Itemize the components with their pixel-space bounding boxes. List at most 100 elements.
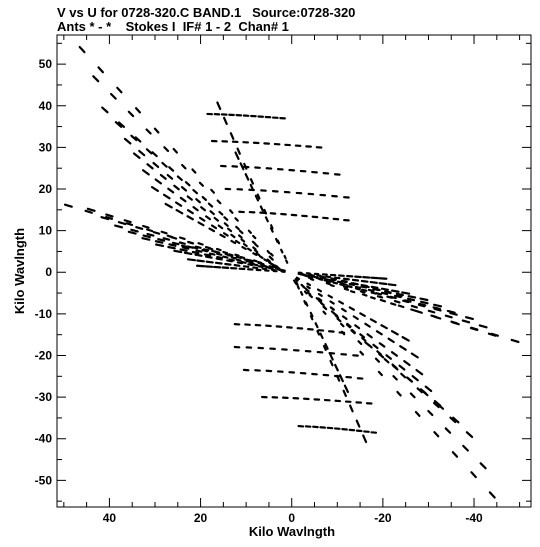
uv-point-s14 (142, 234, 151, 239)
uv-point-s20 (244, 173, 250, 181)
uv-point-s11 (415, 310, 423, 314)
uv-point-s20 (329, 353, 334, 361)
uv-point-s5 (138, 149, 146, 157)
uv-point-s3 (400, 372, 407, 379)
uv-point-s7 (141, 169, 150, 176)
uv-point-arc-7 (308, 273, 316, 277)
uv-point-s15 (195, 249, 203, 253)
uv-point-s13 (194, 245, 202, 249)
uv-point-s1 (451, 451, 459, 458)
uv-point-s1 (153, 127, 160, 134)
uv-point-s8 (246, 247, 252, 252)
uv-point-s10 (390, 302, 397, 306)
uv-point-s2 (339, 322, 345, 328)
uv-point-s14 (332, 281, 338, 285)
uv-point-s7 (378, 342, 386, 348)
uv-point-s2 (427, 409, 434, 417)
uv-point-s6 (200, 206, 206, 212)
uv-point-s20 (314, 322, 319, 329)
uv-point-s10 (125, 222, 134, 227)
uv-point-s9 (359, 312, 366, 317)
uv-point-s20 (259, 205, 264, 212)
uv-point-s18 (233, 264, 241, 267)
uv-point-s1 (433, 431, 440, 438)
uv-point-s5 (378, 352, 385, 359)
uv-point-s9 (327, 294, 334, 299)
uv-point-s12 (117, 221, 127, 226)
uv-point-s4 (130, 134, 138, 142)
uv-point-s8 (364, 322, 371, 328)
uv-point-s14 (346, 285, 353, 289)
uv-point-s5 (223, 222, 229, 227)
uv-point-s17 (268, 267, 274, 270)
uv-point-s17 (226, 259, 233, 263)
uv-point-s15 (328, 279, 335, 283)
uv-point-s16 (265, 265, 271, 269)
uv-point-s5 (322, 305, 328, 311)
uv-point-arc-7 (374, 287, 381, 292)
uv-point-s17 (370, 285, 379, 289)
uv-point-s9 (316, 288, 323, 293)
uv-point-s14 (245, 259, 251, 263)
uv-point-s18 (387, 283, 397, 287)
uv-point-s17 (390, 289, 400, 293)
uv-point-s20 (334, 363, 339, 372)
uv-point-s2 (444, 427, 452, 434)
uv-point-s16 (395, 292, 404, 297)
uv-point-s12 (461, 319, 471, 324)
uv-point-s2 (252, 234, 257, 240)
uv-point-s2 (479, 462, 487, 470)
uv-point-s4 (269, 256, 274, 261)
uv-point-s14 (389, 295, 397, 300)
uv-point-s15 (222, 255, 229, 259)
uv-point-s20 (295, 280, 299, 286)
uv-point-s2 (269, 252, 274, 257)
uv-point-s3 (465, 431, 474, 439)
uv-point-s8 (329, 300, 335, 305)
uv-point-s9 (175, 209, 184, 215)
uv-point-s3 (151, 151, 158, 158)
uv-point-s2 (127, 110, 135, 118)
uv-point-arc-7 (352, 282, 359, 286)
uv-point-s18 (369, 280, 378, 284)
uv-point-s8 (198, 216, 206, 222)
uv-point-s16 (216, 255, 224, 260)
uv-point-s20 (304, 301, 309, 307)
uv-point-arc-6 (169, 243, 177, 247)
uv-point-s9 (295, 276, 301, 281)
uv-point-s7 (192, 206, 199, 212)
uv-point-s6 (346, 322, 352, 328)
uv-point-arc-7 (363, 284, 370, 289)
uv-point-s13 (162, 237, 171, 241)
uv-point-s16 (419, 297, 429, 302)
uv-point-s4 (238, 229, 244, 235)
uv-point-s18 (334, 276, 341, 280)
uv-point-s6 (306, 291, 312, 296)
uv-point-s10 (370, 296, 376, 300)
uv-point-s5 (392, 364, 399, 371)
uv-point-s9 (241, 245, 247, 251)
uv-point-s12 (342, 285, 349, 289)
uv-point-s11 (142, 224, 150, 229)
uv-point-s3 (184, 181, 191, 187)
uv-point-s13 (114, 224, 124, 229)
uv-point-s11 (178, 236, 186, 240)
uv-point-s9 (401, 336, 410, 342)
uv-point-s14 (361, 288, 368, 292)
uv-point-s20 (274, 237, 279, 244)
uv-point-s17 (401, 291, 411, 295)
uv-point-s12 (410, 304, 418, 309)
uv-point-arc-6 (224, 253, 232, 257)
uv-point-s17 (204, 255, 213, 259)
uv-point-s19 (236, 147, 241, 155)
uv-point-s11 (433, 315, 442, 320)
uv-point-s9 (390, 330, 399, 336)
uv-point-arc-6 (180, 244, 188, 248)
y-tick-label: 10 (39, 224, 53, 238)
uv-point-s20 (239, 162, 245, 171)
uv-point-s15 (181, 246, 190, 250)
uv-point-s4 (192, 188, 199, 195)
uv-point-s20 (254, 194, 260, 202)
uv-point-s2 (92, 75, 100, 83)
uv-point-s19 (296, 285, 300, 290)
